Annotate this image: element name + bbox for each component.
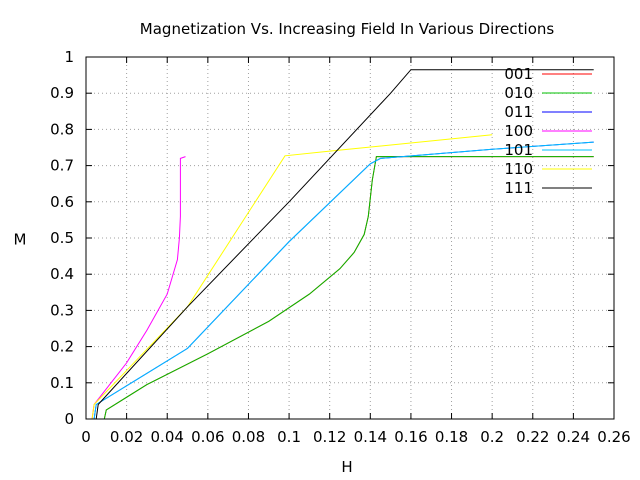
- series-line-101: [86, 141, 594, 420]
- tick-layer: 0 0.02 0.04 0.06 0.08 0.1 0.12 0.14 0.16 0.18 0.2 0…: [50, 48, 631, 446]
- x-tick-label: 0: [81, 428, 91, 446]
- legend-label-110: 110: [504, 160, 533, 178]
- y-tick-label: 0: [64, 410, 74, 428]
- y-tick-label: 1: [64, 48, 74, 66]
- grid-layer: [86, 57, 614, 419]
- legend-label-100: 100: [504, 122, 533, 140]
- y-tick-label: 0.3: [50, 301, 74, 319]
- y-tick-label: 0.2: [50, 338, 74, 356]
- x-tick-label: 0.18: [435, 428, 468, 446]
- x-tick-label: 0.14: [354, 428, 387, 446]
- legend-label-001: 001: [504, 65, 533, 83]
- x-tick-label: 0.06: [191, 428, 224, 446]
- x-tick-label: 0.1: [277, 428, 301, 446]
- series-layer: [86, 69, 594, 420]
- series-line-010: [86, 156, 594, 420]
- x-tick-label: 0.22: [516, 428, 549, 446]
- y-tick-label: 0.5: [50, 229, 74, 247]
- x-tick-label: 0.2: [480, 428, 504, 446]
- legend-label-011: 011: [504, 103, 533, 121]
- series-line-111: [86, 69, 594, 420]
- x-tick-label: 0.16: [394, 428, 427, 446]
- y-tick-label: 0.9: [50, 84, 74, 102]
- y-axis-label: M: [14, 231, 27, 249]
- y-tick-label: 0.7: [50, 157, 74, 175]
- legend-label-111: 111: [504, 179, 533, 197]
- x-tick-label: 0.12: [313, 428, 346, 446]
- y-tick-label: 0.6: [50, 193, 74, 211]
- chart-title: Magnetization Vs. Increasing Field In Va…: [140, 20, 555, 38]
- y-tick-label: 0.8: [50, 120, 74, 138]
- x-axis-label: H: [341, 458, 352, 476]
- y-tick-label: 0.4: [50, 265, 74, 283]
- legend-label-010: 010: [504, 84, 533, 102]
- legend-label-101: 101: [504, 141, 533, 159]
- x-tick-label: 0.26: [597, 428, 630, 446]
- x-tick-label: 0.08: [232, 428, 265, 446]
- y-tick-label: 0.1: [50, 374, 74, 392]
- x-tick-label: 0.04: [151, 428, 184, 446]
- x-tick-label: 0.24: [557, 428, 590, 446]
- x-tick-label: 0.02: [110, 428, 143, 446]
